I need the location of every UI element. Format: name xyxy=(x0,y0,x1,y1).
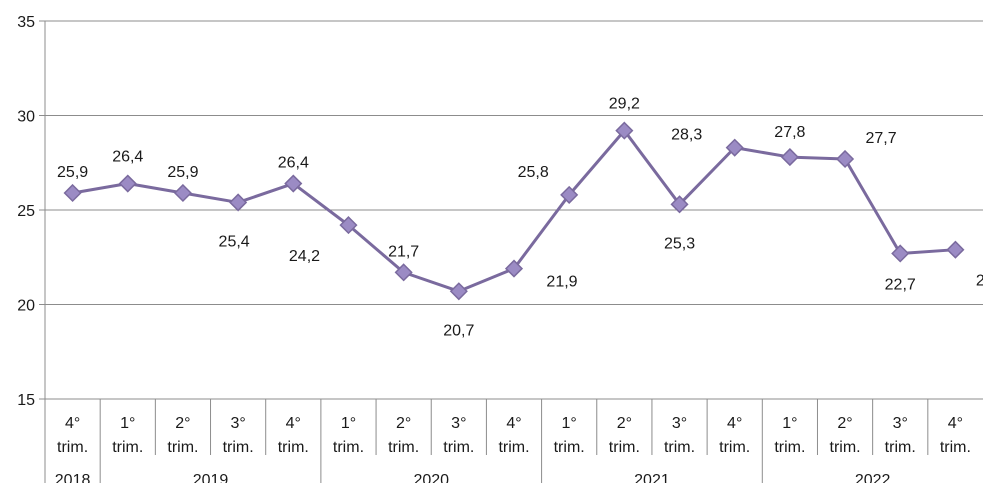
data-point-marker xyxy=(560,185,579,204)
data-label: 22,9 xyxy=(976,273,983,290)
data-label: 21,9 xyxy=(546,274,577,291)
data-label: 21,7 xyxy=(388,243,419,260)
data-point-marker xyxy=(284,174,303,193)
x-tick-label: 2° xyxy=(617,415,632,432)
y-tick-label: 15 xyxy=(17,392,35,409)
x-tick-label: trim. xyxy=(388,439,419,456)
x-tick-label: trim. xyxy=(885,439,916,456)
x-tick-label: trim. xyxy=(223,439,254,456)
data-label: 25,4 xyxy=(219,233,250,250)
data-label: 22,7 xyxy=(885,276,916,293)
data-point-marker xyxy=(173,183,193,203)
x-tick-label: 2° xyxy=(837,415,852,432)
x-tick-label: 3° xyxy=(451,415,466,432)
year-label: 2021 xyxy=(634,472,670,483)
x-tick-label: trim. xyxy=(774,439,805,456)
y-tick-label: 30 xyxy=(17,109,35,126)
y-axis-ticks: 15 20 25 30 35 xyxy=(17,14,35,409)
data-point-marker xyxy=(780,148,799,167)
year-label: 2022 xyxy=(855,472,891,483)
x-axis-ticks: 4° trim. 1° trim. 2° trim. 3° trim. 4° trim. 1° tri… xyxy=(55,415,971,483)
data-label: 25,9 xyxy=(57,164,88,181)
data-point-marker xyxy=(670,195,689,214)
data-label: 26,4 xyxy=(112,149,143,166)
data-point-marker xyxy=(835,149,855,169)
y-tick-label: 25 xyxy=(17,203,35,220)
data-label: 27,8 xyxy=(774,124,805,141)
data-label: 24,2 xyxy=(289,248,320,265)
data-point-marker xyxy=(891,244,910,263)
x-tick-label: trim. xyxy=(554,439,585,456)
x-tick-label: 3° xyxy=(672,415,687,432)
x-tick-label: trim. xyxy=(940,439,971,456)
data-point-marker xyxy=(725,138,744,157)
x-tick-label: trim. xyxy=(112,439,143,456)
data-point-marker xyxy=(118,174,137,193)
data-point-marker xyxy=(615,121,634,140)
x-tick-label: 1° xyxy=(562,415,577,432)
x-tick-label: 1° xyxy=(341,415,356,432)
year-label: 2019 xyxy=(193,472,229,483)
x-tick-label: 1° xyxy=(782,415,797,432)
data-label: 25,3 xyxy=(664,235,695,252)
x-tick-label: 4° xyxy=(948,415,963,432)
x-tick-label: 4° xyxy=(506,415,521,432)
x-tick-label: trim. xyxy=(57,439,88,456)
data-point-marker xyxy=(449,282,468,301)
x-tick-label: trim. xyxy=(278,439,309,456)
data-point-marker xyxy=(339,216,358,235)
x-tick-label: trim. xyxy=(664,439,695,456)
data-label: 20,7 xyxy=(443,322,474,339)
x-tick-label: 4° xyxy=(65,415,80,432)
x-tick-label: 4° xyxy=(286,415,301,432)
data-point-marker xyxy=(63,183,82,203)
data-point-marker xyxy=(946,240,965,259)
data-point-marker xyxy=(504,259,524,278)
data-labels: 25,9 26,4 25,9 25,4 26,4 24,2 21,7 20,7 21,9 25,8… xyxy=(57,96,983,340)
x-tick-label: trim. xyxy=(333,439,364,456)
x-tick-label: 4° xyxy=(727,415,742,432)
axes xyxy=(39,20,929,483)
y-tick-label: 35 xyxy=(17,14,35,31)
data-label: 26,4 xyxy=(278,155,309,172)
year-label: 2020 xyxy=(413,472,449,483)
data-label: 29,2 xyxy=(609,96,640,113)
year-label: 2018 xyxy=(55,472,91,483)
x-tick-label: trim. xyxy=(830,439,861,456)
x-tick-label: 1° xyxy=(120,415,135,432)
x-tick-label: trim. xyxy=(443,439,474,456)
series-markers xyxy=(63,121,965,301)
x-tick-label: trim. xyxy=(609,439,640,456)
data-label: 25,9 xyxy=(167,164,198,181)
data-label: 25,8 xyxy=(518,164,549,181)
data-label: 28,3 xyxy=(671,127,702,144)
x-tick-label: 2° xyxy=(396,415,411,432)
x-tick-label: trim. xyxy=(498,439,529,456)
x-tick-label: 2° xyxy=(175,415,190,432)
x-tick-label: trim. xyxy=(719,439,750,456)
gridlines xyxy=(45,20,983,400)
data-point-marker xyxy=(394,263,413,282)
data-point-marker xyxy=(229,193,248,212)
x-tick-label: trim. xyxy=(167,439,198,456)
x-tick-label: 3° xyxy=(893,415,908,432)
data-label: 27,7 xyxy=(865,130,896,147)
y-tick-label: 20 xyxy=(17,298,35,315)
x-tick-label: 3° xyxy=(230,415,245,432)
